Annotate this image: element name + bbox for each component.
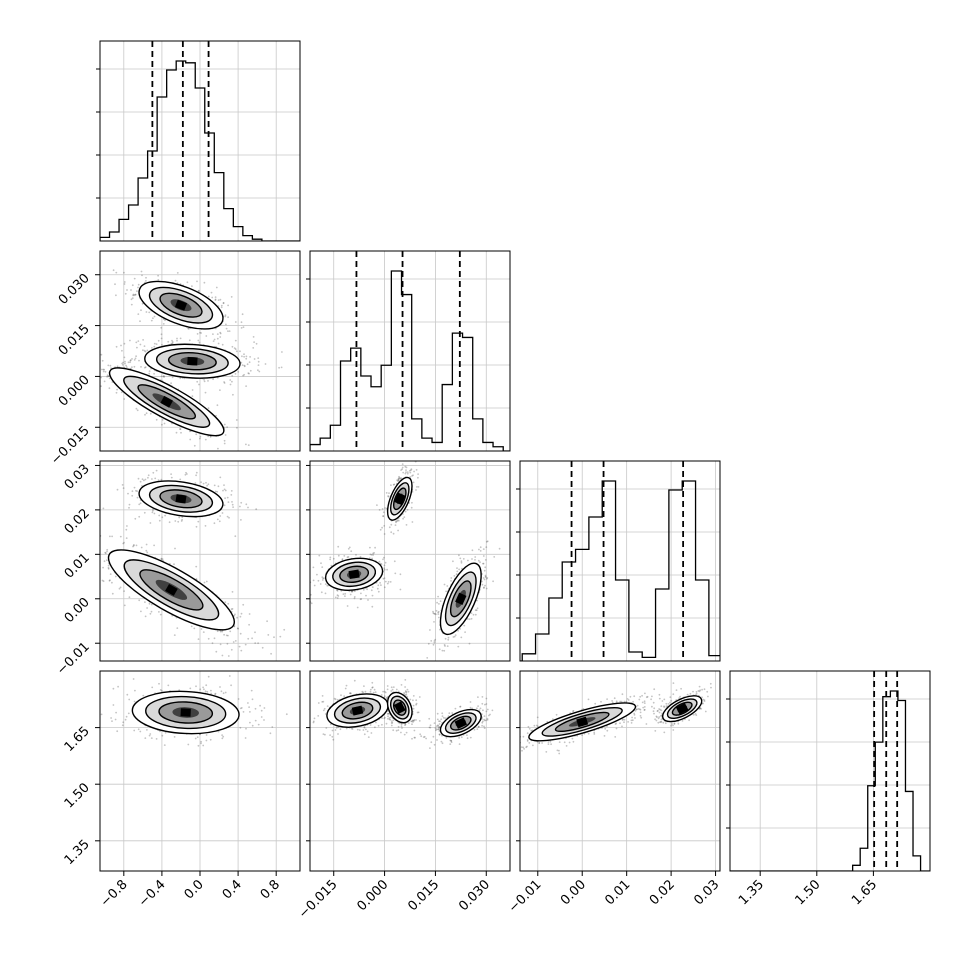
density-peak [576, 716, 589, 728]
y-tick-label: −0.015 [48, 423, 93, 468]
density-peak [394, 492, 406, 505]
density-peak [455, 592, 467, 605]
panel-frame [99, 250, 301, 452]
density-peak [348, 569, 360, 580]
x-tick-label: 1.35 [736, 877, 767, 908]
pair-content [100, 469, 286, 657]
histogram-panel-1 [306, 250, 511, 452]
histogram-step-line [520, 480, 720, 661]
density-peak [351, 705, 364, 716]
pair-content [520, 682, 712, 755]
y-tick-label: 1.50 [62, 780, 93, 811]
y-tick-label: 0.01 [62, 551, 93, 582]
histogram-step-line [100, 60, 300, 241]
pair-content [100, 269, 283, 450]
density-peak [174, 299, 188, 311]
x-tick-label: −0.8 [98, 877, 131, 910]
x-tick-label: 1.65 [849, 877, 880, 908]
x-tick-label: 0.0 [182, 877, 207, 902]
pair-panel-0-2 [99, 460, 301, 662]
panel-frame [729, 670, 931, 872]
x-tick-label: 0.03 [691, 877, 722, 908]
pair-content [100, 675, 288, 747]
density-peak [187, 356, 198, 366]
panel-frame [309, 670, 511, 872]
panel-frame [99, 460, 301, 662]
density-peak [175, 494, 187, 504]
x-tick-label: 0.4 [220, 877, 245, 902]
x-tick-label: 0.00 [558, 877, 589, 908]
x-tick-label: 0.02 [647, 877, 678, 908]
pair-panel-0-3 [99, 670, 301, 872]
pair-content [310, 461, 501, 659]
pair-panel-2-3 [519, 670, 721, 872]
panel-frame [519, 670, 721, 872]
pair-content [310, 679, 494, 749]
histogram-panel-3 [726, 670, 931, 872]
x-tick-label: 0.000 [354, 877, 391, 914]
x-tick-label: −0.4 [136, 877, 169, 910]
density-peak [454, 717, 468, 729]
x-tick-label: 0.8 [258, 877, 283, 902]
x-tick-label: −0.015 [296, 877, 341, 922]
pair-panel-0-1 [99, 250, 301, 452]
x-tick-label: 0.015 [405, 877, 442, 914]
pair-panel-1-2 [309, 460, 511, 662]
density-peak [180, 708, 191, 717]
density-peak [165, 583, 178, 596]
y-tick-label: 0.030 [56, 271, 93, 308]
histogram-panel-0 [96, 40, 301, 242]
x-tick-label: 1.50 [793, 877, 824, 908]
x-tick-label: −0.01 [506, 877, 545, 916]
density-peak [393, 701, 406, 714]
panel-frame [309, 460, 511, 662]
histogram-panel-2 [516, 460, 721, 662]
panel-frame [309, 250, 511, 452]
x-tick-label: 0.01 [602, 877, 633, 908]
density-peak [675, 702, 689, 715]
y-tick-label: 0.015 [56, 322, 93, 359]
y-tick-label: −0.01 [54, 639, 93, 678]
y-tick-label: 0.000 [56, 373, 93, 410]
y-tick-label: 0.03 [62, 462, 93, 493]
y-tick-label: 0.00 [62, 595, 93, 626]
panel-frame [519, 460, 721, 662]
histogram-step-line [310, 270, 510, 451]
y-tick-label: 0.02 [62, 506, 93, 537]
y-tick-label: 1.65 [62, 724, 93, 755]
pair-panel-1-3 [309, 670, 511, 872]
density-peak [160, 395, 174, 408]
x-tick-label: 0.030 [456, 877, 493, 914]
panel-frame [99, 40, 301, 242]
y-tick-label: 1.35 [62, 837, 93, 868]
